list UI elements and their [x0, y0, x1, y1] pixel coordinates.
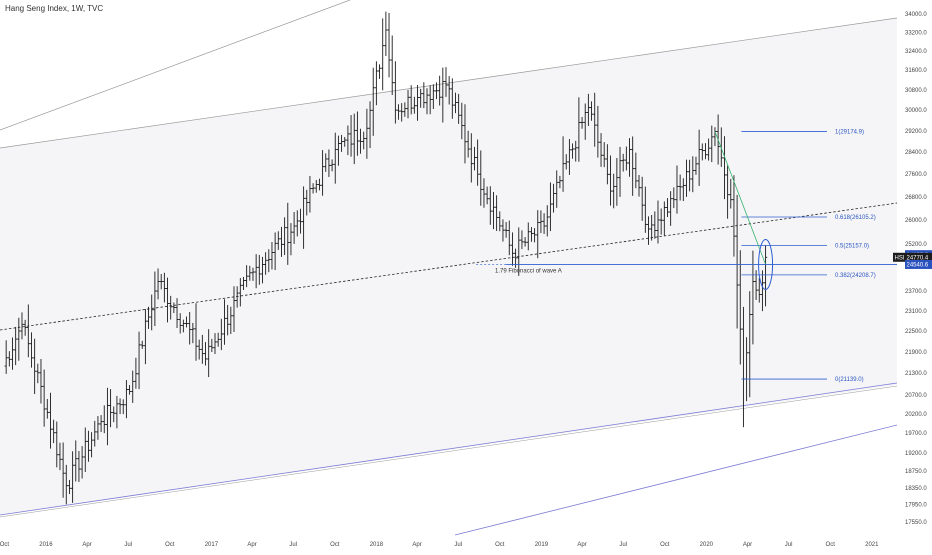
y-tick-label: 23700.0	[905, 289, 927, 295]
y-tick-label: 32400.0	[905, 49, 927, 55]
channel-bottom-line[interactable]	[0, 382, 898, 516]
y-tick-label: 29200.0	[905, 129, 927, 135]
upper-trendline[interactable]	[0, 17, 898, 149]
lower-parallel-line[interactable]	[454, 424, 898, 536]
x-tick-label: Jul	[619, 542, 627, 548]
y-tick-label: 18750.0	[905, 469, 927, 475]
x-tick-label: 2016	[39, 542, 53, 548]
highlight-ellipse[interactable]	[758, 238, 774, 290]
y-tick-label: 25200.0	[905, 242, 927, 248]
x-tick-label: 2018	[370, 542, 384, 548]
x-tick-label: Apr	[247, 542, 256, 548]
y-tick-label: 22500.0	[905, 329, 927, 335]
channel-shading	[0, 18, 897, 515]
x-tick-label: Oct	[0, 542, 9, 548]
price-badge-label: 24540.6	[907, 263, 929, 269]
fib-level-label: 0.618(26105.2)	[835, 215, 876, 221]
x-tick-label: Apr	[82, 542, 91, 548]
x-tick-label: Oct	[826, 542, 836, 548]
x-tick-label: Oct	[330, 542, 340, 548]
y-tick-label: 28400.0	[905, 150, 927, 156]
y-tick-label: 18350.0	[905, 486, 927, 492]
y-tick-label: 30000.0	[905, 108, 927, 114]
x-tick-label: 2020	[700, 542, 714, 548]
x-tick-label: Oct	[165, 542, 175, 548]
y-tick-label: 30800.0	[905, 88, 927, 94]
y-tick-label: 17550.0	[905, 520, 927, 526]
annotation-text: 1.79 Fibonacci of wave A	[495, 268, 562, 274]
price-badge	[905, 252, 932, 262]
price-badge	[905, 259, 932, 269]
price-badge	[893, 252, 905, 262]
top-left-trendline[interactable]	[0, 0, 351, 131]
chart-title: Hang Seng Index, 1W, TVC	[5, 4, 104, 13]
y-tick-label: 33200.0	[905, 30, 927, 36]
x-tick-label: 2019	[535, 542, 549, 548]
x-tick-label: Oct	[660, 542, 670, 548]
x-tick-label: 2017	[205, 542, 219, 548]
x-tick-label: Jul	[124, 542, 132, 548]
x-tick-label: Jul	[289, 542, 297, 548]
y-tick-label: 20200.0	[905, 412, 927, 418]
dashed-midline[interactable]	[0, 202, 898, 331]
x-tick-label: Jul	[785, 542, 793, 548]
y-tick-label: 26800.0	[905, 195, 927, 201]
y-tick-label: 26000.0	[905, 218, 927, 224]
y-tick-label: 31600.0	[905, 68, 927, 74]
x-tick-label: Apr	[743, 542, 752, 548]
x-tick-label: Jul	[454, 542, 462, 548]
y-tick-label: 19200.0	[905, 451, 927, 457]
y-tick-label: 21900.0	[905, 350, 927, 356]
fib-level-label: 0(21139.0)	[835, 377, 864, 383]
x-tick-label: Apr	[412, 542, 421, 548]
x-tick-label: 2021	[865, 542, 879, 548]
fib-level-label: 1(29174.9)	[835, 130, 864, 136]
fib-diagonal-line[interactable]	[714, 131, 766, 265]
price-badge-label: HSI	[895, 256, 905, 262]
y-tick-label: 17950.0	[905, 503, 927, 509]
y-tick-label: 20700.0	[905, 393, 927, 399]
y-tick-label: 21300.0	[905, 371, 927, 377]
price-badge-label: 24770.4	[907, 256, 929, 262]
y-tick-label: 23100.0	[905, 309, 927, 315]
x-tick-label: Apr	[577, 542, 586, 548]
y-tick-label: 19700.0	[905, 431, 927, 437]
x-tick-label: Oct	[495, 542, 505, 548]
fib-level-label: 0.5(25157.0)	[835, 243, 869, 249]
channel-bottom-line-2[interactable]	[0, 385, 898, 518]
y-tick-label: 34000.0	[905, 12, 927, 18]
y-tick-label: 27600.0	[905, 172, 927, 178]
fib-level-label: 0.382(24208.7)	[835, 273, 876, 279]
